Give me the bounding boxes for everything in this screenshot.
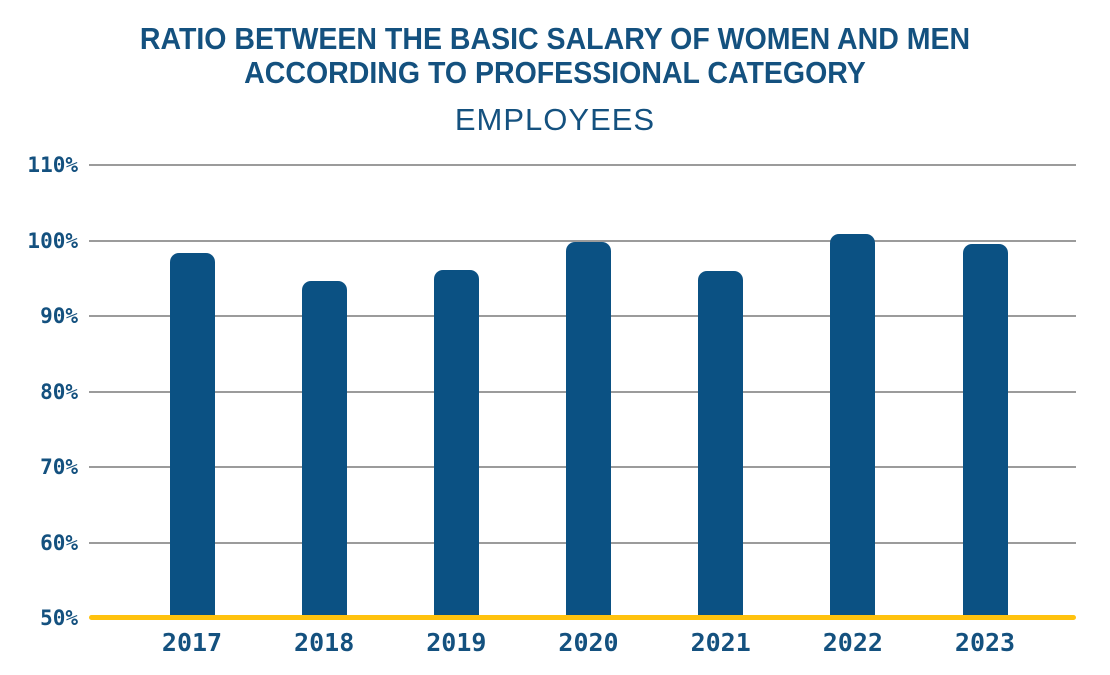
- x-tick-label-2021: 2021: [690, 628, 751, 657]
- bar-2021: [698, 271, 744, 618]
- y-tick-label-80: 80%: [40, 379, 78, 404]
- bar-2022: [830, 233, 876, 618]
- y-tick-label-50: 50%: [40, 606, 78, 630]
- y-tick-label-90: 90%: [40, 304, 78, 328]
- y-tick-label-100: 100%: [27, 228, 78, 253]
- chart-subtitle: EMPLOYEES: [454, 102, 656, 137]
- baseline-50-percent: [89, 615, 1076, 620]
- gridline-100-percent: [89, 239, 1076, 242]
- bar-2018: [301, 281, 347, 618]
- bar-2020: [566, 242, 611, 618]
- x-tick-label-2019: 2019: [426, 628, 487, 657]
- bar-2023: [962, 243, 1008, 618]
- bar-2019: [433, 269, 479, 618]
- y-tick-label-70: 70%: [40, 455, 78, 479]
- x-tick-label-2023: 2023: [954, 628, 1016, 657]
- x-tick-label-2017: 2017: [161, 628, 223, 657]
- chart-title: RATIO BETWEEN THE BASIC SALARY OF WOMEN …: [139, 21, 971, 91]
- gridline-110-percent: [89, 164, 1076, 166]
- y-tick-label-60: 60%: [40, 530, 78, 555]
- plot-area: [89, 164, 1076, 620]
- x-tick-label-2020: 2020: [558, 628, 619, 657]
- bar-2017: [169, 253, 215, 618]
- y-tick-label-110: 110%: [27, 153, 78, 177]
- x-tick-label-2018: 2018: [294, 628, 355, 657]
- x-tick-label-2022: 2022: [822, 628, 883, 657]
